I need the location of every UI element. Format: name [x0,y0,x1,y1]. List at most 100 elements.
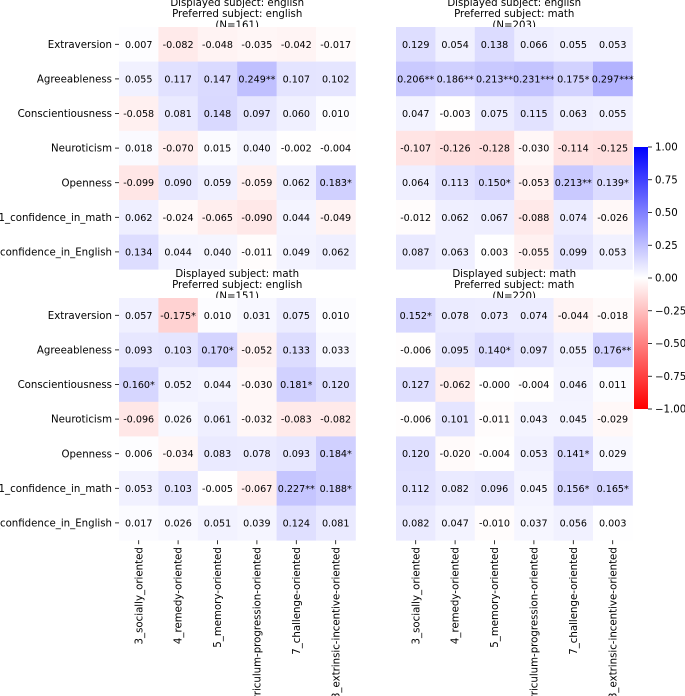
heatmap-cell [276,436,317,472]
cell-value-label: -0.082 [320,415,351,426]
cell-value-label: -0.099 [123,178,154,189]
heatmap-cell [396,165,436,201]
heatmap-cell [316,200,356,235]
panel-title-line: (N=161) [215,20,259,31]
cell-value-label: 0.040 [204,247,231,258]
colorbar-tick-label: 0.50 [655,208,678,219]
heatmap-cell [514,165,554,201]
cell-value-label: -0.059 [241,178,272,189]
heatmap-cell [396,505,436,541]
heatmap-cell [237,505,277,541]
cell-value-label: -0.128 [479,144,510,155]
x-tick-label: 5_memory-oriented [490,547,501,648]
cell-value-label: -0.005 [202,484,233,495]
heatmap-cell [237,27,277,62]
colorbar-tick-label: −0.50 [655,339,685,350]
heatmap-cell [119,332,159,368]
heatmap-cell [435,130,476,166]
cell-value-label: 0.113 [441,178,468,189]
heatmap-cell [197,200,238,235]
heatmap-cell [435,505,476,541]
heatmap-cell [316,298,356,333]
heatmap-cell [119,367,159,403]
cell-value-label: 0.134 [125,247,152,258]
cell-value-label: 0.033 [322,345,349,356]
heatmap-cell [119,436,159,472]
heatmap-cell [396,27,436,62]
cell-value-label: 0.090 [164,178,191,189]
panel-title-line: Preferred subject: math [454,9,574,20]
cell-value-label: 0.138 [481,40,508,51]
cell-value-label: 0.018 [125,144,152,155]
heatmap-cell [276,367,317,403]
heatmap-cell [435,332,476,368]
heatmap-cell [316,332,356,368]
heatmap-cell [435,165,476,201]
heatmap-cell [553,27,594,62]
cell-value-label: -0.030 [518,144,549,155]
heatmap-cell [316,130,356,166]
cell-value-label: -0.126 [440,144,471,155]
cell-value-label: 0.075 [283,311,310,322]
cell-value-label: 0.112 [402,484,429,495]
cell-value-label: 0.074 [520,311,547,322]
cell-value-label: -0.062 [440,380,471,391]
cell-value-label: 0.067 [481,213,508,224]
cell-value-label: 0.074 [560,213,587,224]
heatmap-cell [197,436,238,472]
cell-value-label: 0.026 [164,518,191,529]
heatmap-cell [158,234,199,270]
heatmap-cell [237,332,277,368]
colorbar-tick-label: 1.00 [655,143,678,154]
heatmap-cell [119,298,159,333]
cell-value-label: -0.053 [518,178,549,189]
heatmap-cell [276,96,317,132]
cell-value-label: 0.006 [125,449,152,460]
heatmap-cell [237,165,277,201]
heatmap-cell [158,471,199,506]
heatmap-cell [553,165,594,201]
cell-value-label: 0.078 [441,311,468,322]
cell-value-label: 0.015 [204,144,231,155]
heatmap-cell [237,130,277,166]
heatmap-cell [276,401,317,437]
heatmap-cell [197,27,238,62]
cell-value-label: 0.063 [441,247,468,258]
heatmap-cell [237,96,277,132]
heatmap-cell [316,367,356,403]
panel-title-line: Displayed subject: english [447,0,581,9]
panel-title-line: Preferred subject: english [172,9,302,20]
cell-value-label: 0.026 [164,415,191,426]
heatmap-cell [158,367,199,403]
heatmap-cell [593,367,633,403]
heatmap-cell [553,436,594,472]
cell-value-label: 0.047 [402,109,429,120]
x-tick-label: 3_socially_oriented [134,547,145,644]
cell-value-label: 0.231*** [513,74,555,85]
heatmap-cell [158,332,199,368]
heatmap-cell [119,234,159,270]
cell-value-label: 0.093 [283,449,310,460]
cell-value-label: 0.096 [481,484,508,495]
heatmap-cell [474,61,515,97]
cell-value-label: 0.099 [560,247,587,258]
panel-title-line: Displayed subject: english [170,0,304,9]
heatmap-cell [237,367,277,403]
heatmap-cell [435,471,476,506]
heatmap-cell [435,200,476,235]
cell-value-label: 0.133 [283,345,310,356]
heatmap-cell [553,471,594,506]
cell-value-label: 0.095 [441,345,468,356]
heatmap-cell [119,505,159,541]
cell-value-label: 0.188* [320,484,352,495]
heatmap-cell [237,234,277,270]
y-tick-label: 12_confidence_in_English [0,519,112,530]
cell-value-label: 0.297*** [592,74,634,85]
cell-value-label: 0.055 [599,109,626,120]
cell-value-label: 0.060 [283,109,310,120]
heatmap-cell [514,130,554,166]
cell-value-label: 0.213** [555,178,592,189]
heatmap-cell [553,332,594,368]
